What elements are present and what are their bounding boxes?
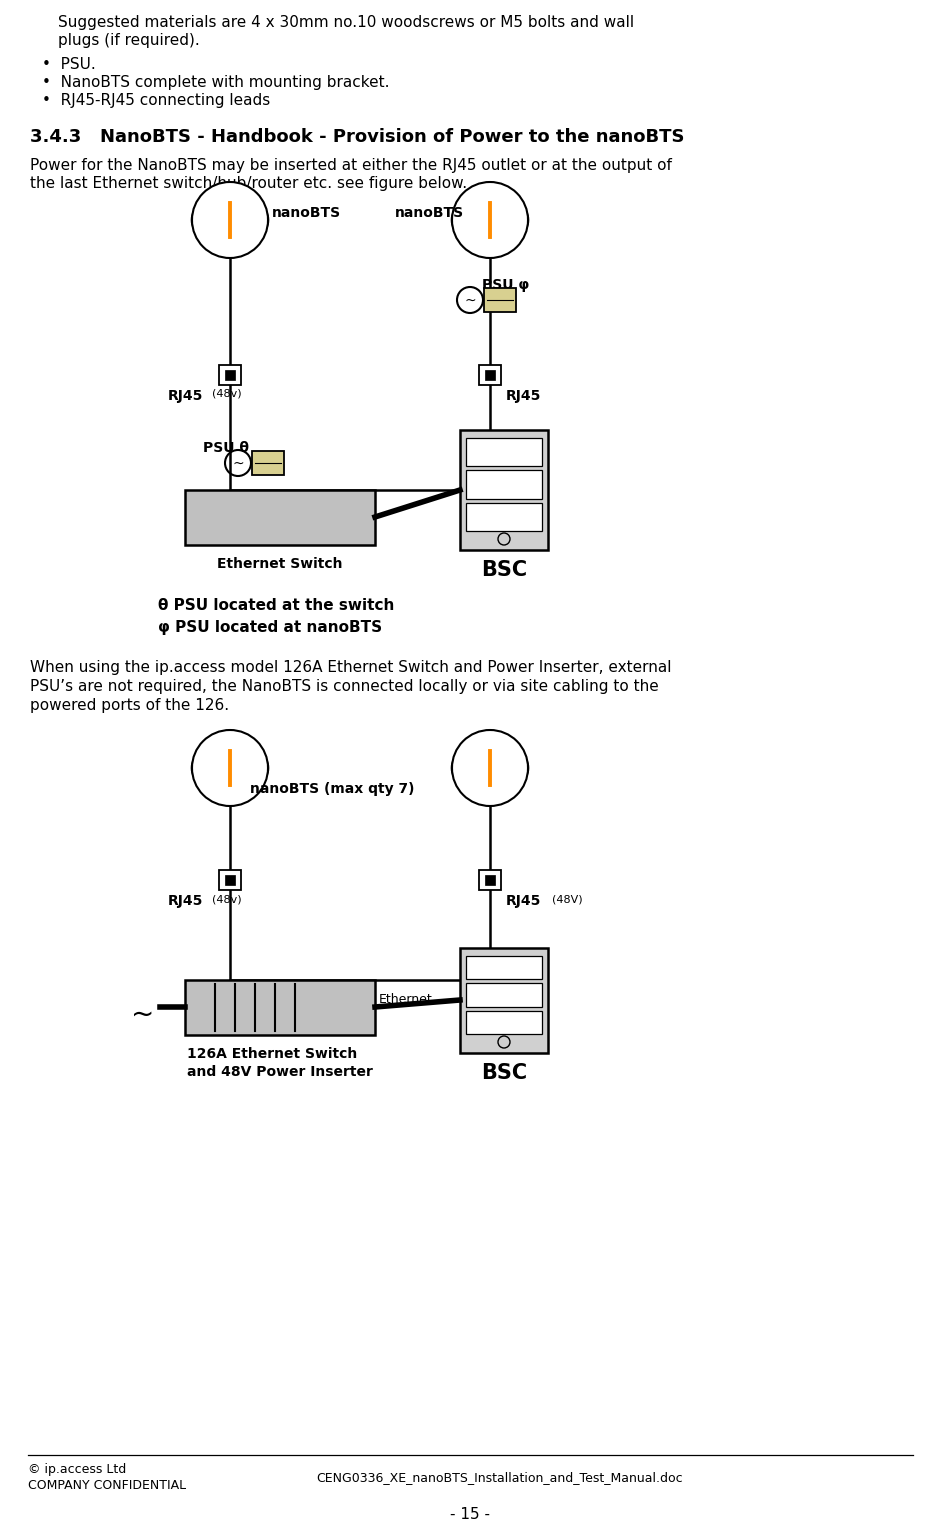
Text: 126A Ethernet Switch: 126A Ethernet Switch xyxy=(187,1047,358,1061)
Ellipse shape xyxy=(452,757,466,780)
Bar xyxy=(479,365,501,385)
Bar xyxy=(252,451,284,476)
Bar xyxy=(485,875,495,885)
Bar xyxy=(219,365,241,385)
Bar xyxy=(484,287,516,312)
Ellipse shape xyxy=(192,757,206,780)
Text: nanoBTS: nanoBTS xyxy=(272,206,342,220)
Text: and 48V Power Inserter: and 48V Power Inserter xyxy=(187,1066,373,1079)
Text: ~: ~ xyxy=(132,1001,154,1029)
Ellipse shape xyxy=(514,208,529,232)
Bar xyxy=(466,503,542,531)
Text: Ethernet: Ethernet xyxy=(379,992,433,1006)
Text: (48V): (48V) xyxy=(552,894,582,904)
Text: plugs (if required).: plugs (if required). xyxy=(58,34,199,47)
Text: powered ports of the 126.: powered ports of the 126. xyxy=(30,699,229,713)
Ellipse shape xyxy=(254,208,268,232)
Bar xyxy=(466,983,542,1006)
Bar xyxy=(185,489,375,544)
Text: RJ45: RJ45 xyxy=(506,894,541,908)
Text: When using the ip.access model 126A Ethernet Switch and Power Inserter, external: When using the ip.access model 126A Ethe… xyxy=(30,661,672,674)
Text: PSU θ: PSU θ xyxy=(203,440,249,456)
Circle shape xyxy=(192,182,268,258)
Text: BSC: BSC xyxy=(481,1063,527,1083)
Text: •  RJ45-RJ45 connecting leads: • RJ45-RJ45 connecting leads xyxy=(42,93,270,109)
Ellipse shape xyxy=(254,757,268,780)
Text: •  PSU.: • PSU. xyxy=(42,57,96,72)
Text: nanoBTS: nanoBTS xyxy=(395,206,464,220)
Ellipse shape xyxy=(514,757,529,780)
Bar xyxy=(460,948,548,1053)
Bar xyxy=(460,430,548,550)
Bar xyxy=(466,471,542,498)
Bar xyxy=(485,370,495,381)
Text: 3.4.3   NanoBTS - Handbook - Provision of Power to the nanoBTS: 3.4.3 NanoBTS - Handbook - Provision of … xyxy=(30,128,684,145)
Text: RJ45: RJ45 xyxy=(168,388,203,404)
Circle shape xyxy=(192,729,268,806)
Bar xyxy=(466,1011,542,1034)
Text: nanoBTS (max qty 7): nanoBTS (max qty 7) xyxy=(250,781,414,797)
Text: COMPANY CONFIDENTIAL: COMPANY CONFIDENTIAL xyxy=(28,1479,186,1492)
Text: •  NanoBTS complete with mounting bracket.: • NanoBTS complete with mounting bracket… xyxy=(42,75,390,90)
Text: φ PSU located at nanoBTS: φ PSU located at nanoBTS xyxy=(158,619,382,635)
Text: Power for the NanoBTS may be inserted at either the RJ45 outlet or at the output: Power for the NanoBTS may be inserted at… xyxy=(30,157,672,173)
Text: - 15 -: - 15 - xyxy=(450,1508,490,1521)
Text: BSC: BSC xyxy=(481,560,527,579)
Text: RJ45: RJ45 xyxy=(506,388,541,404)
Bar xyxy=(185,980,375,1035)
Circle shape xyxy=(452,182,528,258)
Bar xyxy=(225,875,235,885)
Ellipse shape xyxy=(192,208,206,232)
Text: © ip.access Ltd: © ip.access Ltd xyxy=(28,1463,126,1475)
Bar xyxy=(479,870,501,890)
Text: Ethernet Switch: Ethernet Switch xyxy=(217,557,343,570)
Text: ~: ~ xyxy=(464,294,476,307)
Text: PSU φ: PSU φ xyxy=(482,278,529,292)
Circle shape xyxy=(452,729,528,806)
Bar xyxy=(219,870,241,890)
Text: PSU’s are not required, the NanoBTS is connected locally or via site cabling to : PSU’s are not required, the NanoBTS is c… xyxy=(30,679,659,694)
Text: Suggested materials are 4 x 30mm no.10 woodscrews or M5 bolts and wall: Suggested materials are 4 x 30mm no.10 w… xyxy=(58,15,634,31)
Text: θ PSU located at the switch: θ PSU located at the switch xyxy=(158,598,394,613)
Text: CENG0336_XE_nanoBTS_Installation_and_Test_Manual.doc: CENG0336_XE_nanoBTS_Installation_and_Tes… xyxy=(317,1471,683,1485)
Text: ~: ~ xyxy=(232,457,244,471)
Text: (48v): (48v) xyxy=(212,388,242,399)
Bar xyxy=(225,370,235,381)
Bar xyxy=(466,437,542,466)
Text: (48v): (48v) xyxy=(212,894,242,904)
Text: the last Ethernet switch/hub/router etc. see figure below.: the last Ethernet switch/hub/router etc.… xyxy=(30,176,467,191)
Bar xyxy=(466,956,542,980)
Text: RJ45: RJ45 xyxy=(168,894,203,908)
Ellipse shape xyxy=(452,208,466,232)
